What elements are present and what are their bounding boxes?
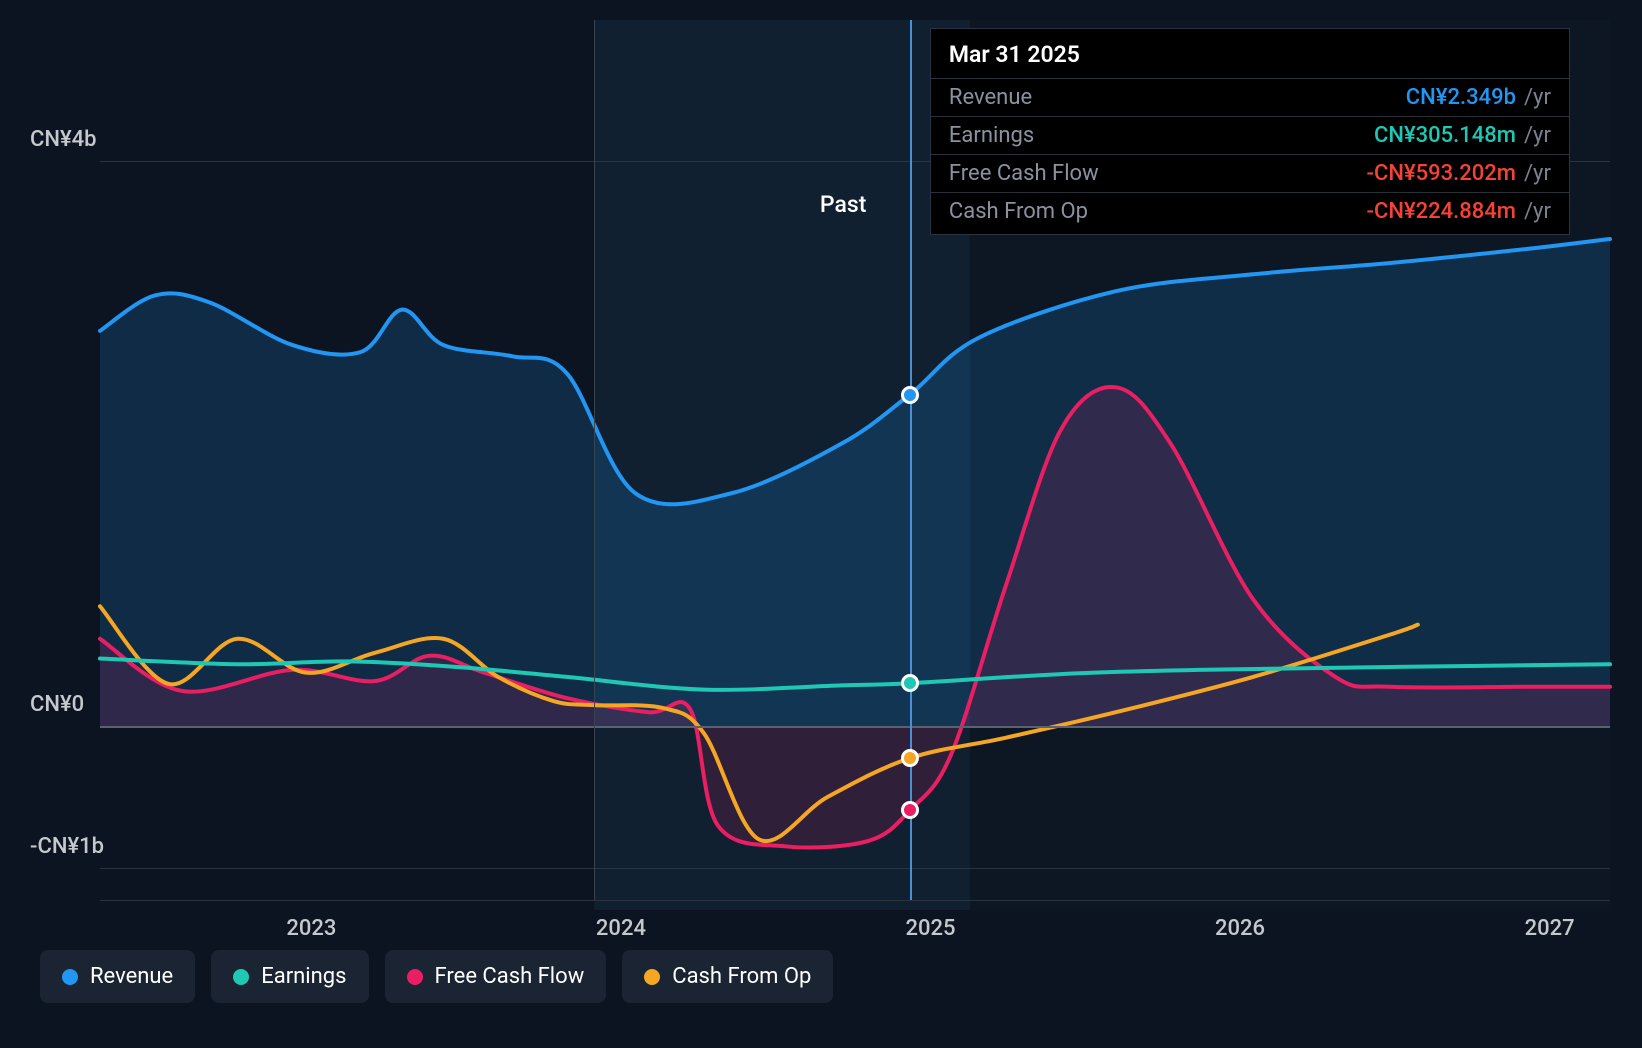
financial-chart: CN¥4bCN¥0-CN¥1b20232024202520262027PastA… [30, 20, 1610, 920]
y-axis-label: CN¥0 [30, 692, 84, 717]
tooltip-metric: Earnings [949, 123, 1034, 148]
marker-cash-from-op [901, 749, 919, 767]
legend-dot-icon [233, 969, 249, 985]
tooltip-unit: /yr [1524, 199, 1551, 224]
tooltip-metric: Revenue [949, 85, 1032, 110]
legend-dot-icon [62, 969, 78, 985]
x-axis-line [100, 900, 1610, 901]
legend-label: Free Cash Flow [435, 964, 585, 989]
legend-label: Earnings [261, 964, 346, 989]
tooltip-metric: Free Cash Flow [949, 161, 1099, 186]
gridline [100, 868, 1610, 869]
legend-item-revenue[interactable]: Revenue [40, 950, 195, 1003]
x-axis-label: 2027 [1525, 916, 1575, 941]
tooltip-value: CN¥305.148m [1374, 123, 1516, 148]
marker-earnings [901, 674, 919, 692]
legend-item-cash-from-op[interactable]: Cash From Op [622, 950, 833, 1003]
x-axis-label: 2023 [286, 916, 336, 941]
legend-dot-icon [407, 969, 423, 985]
x-axis-label: 2024 [596, 916, 646, 941]
tooltip-value: -CN¥224.884m [1367, 199, 1516, 224]
x-axis-label: 2026 [1215, 916, 1265, 941]
legend-dot-icon [644, 969, 660, 985]
y-axis-label: -CN¥1b [30, 834, 104, 859]
y-axis-label: CN¥4b [30, 127, 97, 152]
tooltip-value: -CN¥593.202m [1367, 161, 1516, 186]
gridline [100, 726, 1610, 728]
tooltip-date: Mar 31 2025 [931, 41, 1569, 78]
tooltip-crosshair [910, 20, 912, 900]
legend-label: Revenue [90, 964, 173, 989]
past-label: Past [820, 191, 866, 218]
legend-item-earnings[interactable]: Earnings [211, 950, 368, 1003]
tooltip-row: Free Cash Flow -CN¥593.202m/yr [931, 154, 1569, 192]
tooltip-row: Revenue CN¥2.349b/yr [931, 78, 1569, 116]
legend-item-free-cash-flow[interactable]: Free Cash Flow [385, 950, 607, 1003]
tooltip-box: Mar 31 2025 Revenue CN¥2.349b/yr Earnings CN… [930, 28, 1570, 235]
forecast-divider [594, 20, 595, 900]
x-axis-label: 2025 [905, 916, 955, 941]
plot-area[interactable]: CN¥4bCN¥0-CN¥1b20232024202520262027PastA… [100, 20, 1610, 910]
marker-revenue [901, 386, 919, 404]
marker-free-cash-flow [901, 801, 919, 819]
tooltip-unit: /yr [1524, 123, 1551, 148]
tooltip-row: Cash From Op -CN¥224.884m/yr [931, 192, 1569, 230]
tooltip-row: Earnings CN¥305.148m/yr [931, 116, 1569, 154]
tooltip-metric: Cash From Op [949, 199, 1088, 224]
tooltip-value: CN¥2.349b [1406, 85, 1516, 110]
tooltip-unit: /yr [1524, 85, 1551, 110]
tooltip-unit: /yr [1524, 161, 1551, 186]
legend-label: Cash From Op [672, 964, 811, 989]
legend: Revenue Earnings Free Cash Flow Cash From O… [40, 950, 833, 1003]
